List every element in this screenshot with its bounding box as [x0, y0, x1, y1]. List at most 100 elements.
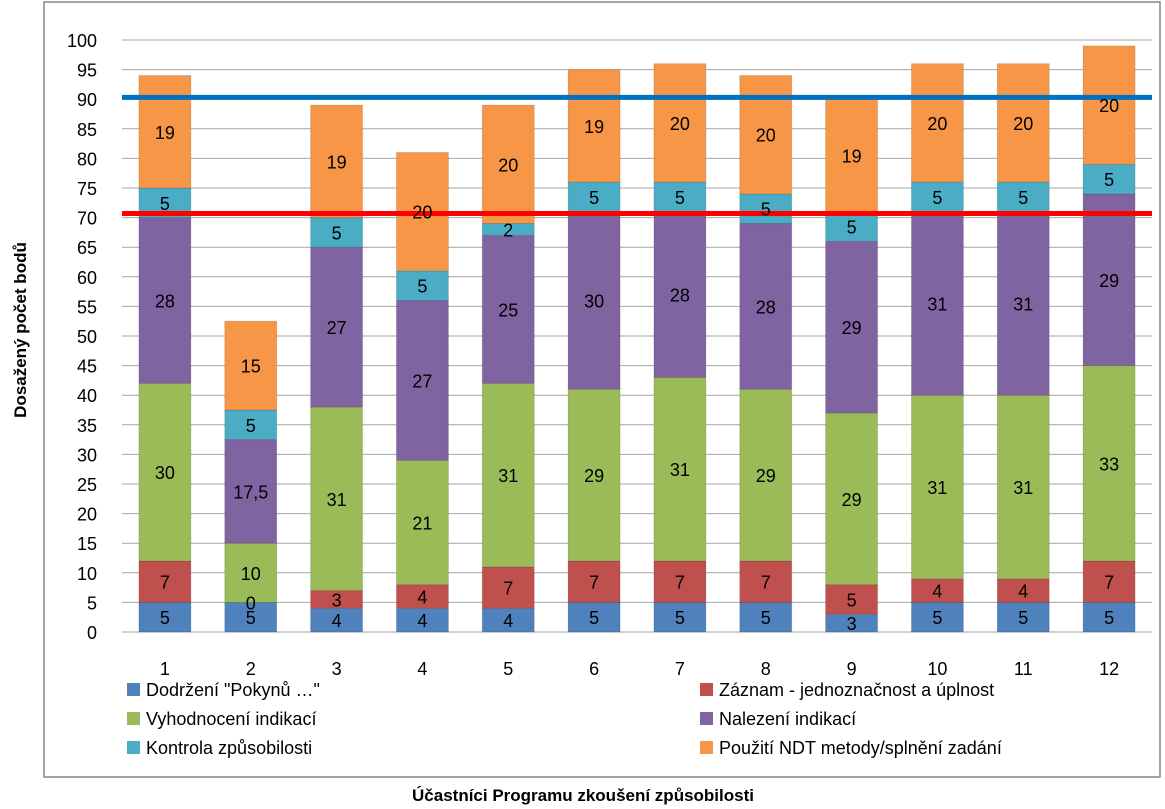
- bar-segment: [567, 69, 621, 183]
- data-label: 4: [1018, 582, 1028, 602]
- data-label: 30: [155, 463, 175, 483]
- bar-segment: [138, 560, 192, 603]
- data-label: 4: [417, 611, 427, 631]
- data-label: 0: [246, 593, 256, 613]
- data-label: 7: [675, 573, 685, 593]
- y-tick-label: 20: [77, 505, 97, 525]
- x-tick-label: 10: [927, 659, 947, 679]
- data-label: 29: [584, 466, 604, 486]
- y-tick-label: 95: [77, 61, 97, 81]
- data-label: 28: [670, 286, 690, 306]
- y-tick-label: 90: [77, 90, 97, 110]
- data-label: 30: [584, 291, 604, 311]
- data-label: 33: [1099, 454, 1119, 474]
- y-tick-label: 60: [77, 268, 97, 288]
- bar-segment: [825, 412, 879, 586]
- data-label: 25: [498, 300, 518, 320]
- bar-segment: [653, 560, 707, 603]
- data-label: 21: [412, 513, 432, 533]
- bar-segment: [739, 388, 793, 562]
- data-label: 5: [932, 608, 942, 628]
- data-label: 7: [1104, 573, 1114, 593]
- legend-label: Dodržení "Pokynů …": [146, 680, 320, 700]
- data-label: 7: [761, 573, 771, 593]
- data-label: 5: [761, 608, 771, 628]
- legend: Dodržení "Pokynů …" Záznam - jednoznačnos…: [127, 680, 1002, 758]
- data-label: 5: [417, 277, 427, 297]
- data-label: 5: [1018, 608, 1028, 628]
- data-label: 31: [670, 460, 690, 480]
- data-label: 31: [1013, 294, 1033, 314]
- x-tick-label: 1: [160, 659, 170, 679]
- data-label: 29: [842, 490, 862, 510]
- data-label: 15: [241, 357, 261, 377]
- y-tick-label: 85: [77, 120, 97, 140]
- legend-label: Záznam - jednoznačnost a úplnost: [719, 680, 994, 700]
- x-axis-title: Účastníci Programu zkoušení způsobilosti: [412, 786, 754, 805]
- y-tick-label: 80: [77, 149, 97, 169]
- bar-segment: [138, 75, 192, 189]
- bar-segment: [739, 560, 793, 603]
- y-tick-label: 25: [77, 475, 97, 495]
- data-label: 4: [332, 611, 342, 631]
- data-label: 5: [761, 200, 771, 220]
- data-label: 5: [1104, 608, 1114, 628]
- bar-segment: [481, 104, 535, 225]
- bar-segment: [310, 406, 364, 592]
- bar-segment: [996, 394, 1050, 580]
- bar-segment: [825, 584, 879, 615]
- bar-segment: [996, 63, 1050, 183]
- bar-segment: [1082, 560, 1136, 603]
- data-label: 27: [327, 318, 347, 338]
- data-label: 5: [847, 217, 857, 237]
- legend-label: Vyhodnocení indikací: [146, 709, 316, 729]
- data-label: 5: [932, 188, 942, 208]
- data-label: 31: [1013, 478, 1033, 498]
- y-tick-label: 75: [77, 179, 97, 199]
- x-tick-label: 11: [1014, 659, 1033, 679]
- x-tick-label: 6: [589, 659, 599, 679]
- bar-segment: [910, 211, 964, 396]
- data-label: 27: [412, 371, 432, 391]
- bar-segment: [395, 299, 449, 461]
- reference-lines: [122, 94, 1152, 216]
- legend-swatch: [700, 712, 713, 725]
- y-tick-label: 30: [77, 445, 97, 465]
- data-label: 5: [847, 590, 857, 610]
- y-tick-label: 10: [77, 564, 97, 584]
- data-label: 3: [332, 590, 342, 610]
- data-label: 28: [155, 291, 175, 311]
- y-tick-label: 100: [67, 31, 97, 51]
- data-label: 20: [927, 114, 947, 134]
- bar-segment: [996, 211, 1050, 396]
- x-tick-label: 5: [503, 659, 513, 679]
- x-tick-label: 7: [675, 659, 685, 679]
- y-tick-label: 15: [77, 534, 97, 554]
- bar-segment: [1082, 365, 1136, 562]
- legend-swatch: [700, 741, 713, 754]
- bar-segment: [739, 223, 793, 390]
- data-label: 31: [327, 490, 347, 510]
- bar-segment: [481, 234, 535, 384]
- legend-label: Kontrola způsobilosti: [146, 738, 312, 758]
- bar-segment: [910, 181, 964, 213]
- data-label: 20: [670, 114, 690, 134]
- bar-segment: [910, 63, 964, 183]
- bar-segment: [224, 439, 278, 544]
- bar-segment: [138, 601, 192, 633]
- data-label: 5: [246, 608, 256, 628]
- data-label: 19: [155, 123, 175, 143]
- bar-segment: [481, 566, 535, 609]
- bar-segment: [739, 193, 793, 225]
- data-label: 5: [675, 188, 685, 208]
- data-label: 5: [589, 188, 599, 208]
- legend-swatch: [127, 741, 140, 754]
- legend-swatch: [127, 683, 140, 696]
- bar-segment: [653, 376, 707, 562]
- x-tick-label: 3: [332, 659, 342, 679]
- data-label: 20: [412, 203, 432, 223]
- bar-segment: [825, 240, 879, 414]
- x-tick-label: 12: [1099, 659, 1119, 679]
- y-axis-ticks: 0 5 10 15 20 25 30 35 40 45 50 55 60 65 70 75 80 85 90 95 10…: [67, 31, 97, 643]
